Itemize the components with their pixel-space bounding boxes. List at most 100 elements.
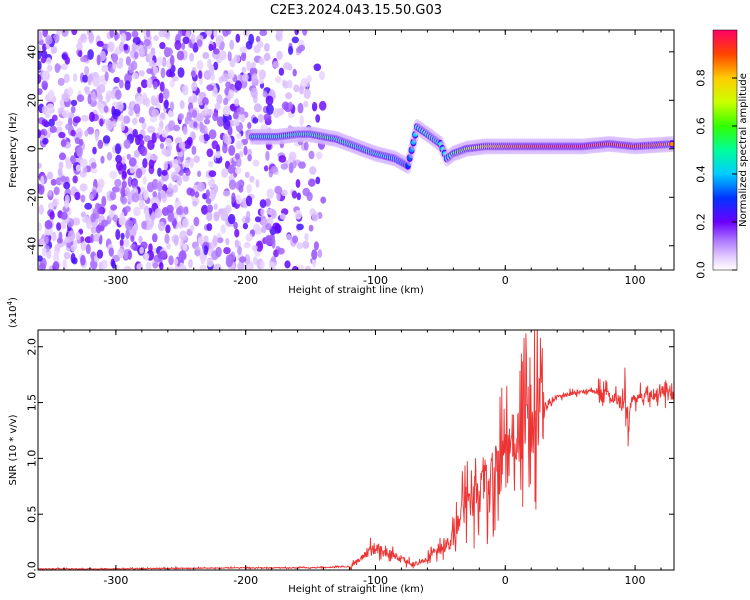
noise-cell bbox=[152, 191, 157, 198]
noise-cell bbox=[194, 245, 201, 257]
noise-cell bbox=[177, 30, 183, 38]
noise-cell bbox=[225, 204, 232, 214]
noise-cell bbox=[292, 160, 297, 169]
noise-cell bbox=[176, 207, 182, 216]
noise-cell bbox=[105, 119, 113, 131]
y-tick-label: 1.0 bbox=[26, 450, 39, 468]
noise-cell bbox=[168, 266, 174, 270]
noise-cell bbox=[115, 229, 121, 240]
noise-cell bbox=[139, 246, 145, 254]
noise-cell bbox=[259, 199, 267, 209]
noise-cell bbox=[296, 242, 304, 250]
noise-cell bbox=[101, 64, 109, 73]
noise-cell bbox=[46, 171, 54, 180]
noise-cell bbox=[92, 189, 97, 198]
noise-cell bbox=[143, 135, 151, 143]
noise-cell bbox=[299, 85, 304, 95]
colorbar-tick-label: 0.6 bbox=[695, 117, 708, 135]
noise-cell bbox=[117, 248, 124, 259]
noise-cell bbox=[165, 47, 174, 57]
noise-cell bbox=[147, 125, 156, 134]
noise-cell bbox=[213, 30, 218, 38]
noise-cell bbox=[54, 64, 62, 71]
noise-cell bbox=[38, 129, 42, 139]
noise-cell bbox=[62, 259, 67, 270]
noise-cell bbox=[291, 190, 298, 199]
noise-cell bbox=[247, 148, 253, 157]
noise-cell bbox=[207, 58, 212, 69]
noise-cell bbox=[41, 119, 48, 127]
noise-cell bbox=[91, 91, 96, 102]
noise-cell bbox=[138, 116, 145, 124]
noise-cell bbox=[38, 255, 43, 262]
noise-cell bbox=[249, 175, 255, 183]
noise-cell bbox=[133, 206, 141, 217]
noise-cell bbox=[169, 54, 175, 66]
noise-cell bbox=[86, 30, 93, 36]
noise-cell bbox=[280, 189, 288, 196]
noise-cell bbox=[178, 113, 184, 121]
noise-cell bbox=[304, 265, 311, 270]
noise-cell bbox=[298, 44, 306, 52]
snr-panel: -300 -200 -100 0 100 0.0 0.5 1.0 1.5 2.0 Height o… bbox=[6, 297, 675, 595]
noise-cell bbox=[138, 47, 146, 58]
noise-cell bbox=[293, 84, 300, 93]
noise-cell bbox=[127, 250, 133, 260]
noise-cell bbox=[61, 30, 69, 37]
noise-cell bbox=[225, 254, 232, 264]
noise-cell bbox=[147, 139, 155, 151]
noise-cell bbox=[246, 184, 252, 194]
noise-cell bbox=[48, 265, 53, 270]
noise-cell bbox=[309, 166, 317, 175]
noise-cell bbox=[275, 76, 282, 83]
noise-cell bbox=[241, 73, 249, 82]
noise-cell bbox=[246, 210, 251, 219]
noise-cell bbox=[126, 153, 131, 160]
noise-cell bbox=[101, 195, 107, 207]
noise-cell bbox=[70, 99, 78, 107]
noise-cell bbox=[228, 179, 237, 190]
noise-cell bbox=[308, 150, 315, 160]
noise-cell bbox=[58, 131, 66, 139]
noise-cell bbox=[196, 39, 203, 47]
noise-cell bbox=[315, 114, 321, 123]
noise-cell bbox=[57, 167, 63, 177]
noise-cell bbox=[276, 50, 283, 60]
noise-cell bbox=[153, 66, 159, 74]
noise-cell bbox=[173, 258, 179, 265]
noise-cell bbox=[144, 253, 149, 262]
noise-cell bbox=[90, 226, 97, 234]
noise-cell bbox=[90, 213, 96, 223]
noise-cell bbox=[288, 151, 297, 162]
noise-cell bbox=[303, 141, 309, 151]
noise-cell bbox=[132, 117, 138, 126]
noise-cell bbox=[216, 94, 223, 105]
noise-cell bbox=[60, 139, 67, 148]
noise-cell bbox=[181, 42, 186, 50]
noise-cell bbox=[229, 39, 235, 50]
noise-cell bbox=[40, 175, 45, 186]
noise-cell bbox=[157, 251, 162, 259]
noise-cell bbox=[272, 60, 279, 69]
noise-cell bbox=[193, 216, 200, 227]
noise-cell bbox=[234, 239, 239, 248]
noise-cell bbox=[260, 260, 265, 270]
noise-cell bbox=[129, 166, 135, 174]
noise-cell bbox=[80, 56, 88, 63]
colorbar-label: Normalized spectral amplitude bbox=[738, 73, 749, 227]
noise-cell bbox=[178, 250, 187, 261]
figure-title: C2E3.2024.043.15.50.G03 bbox=[270, 3, 442, 18]
noise-cell bbox=[231, 192, 236, 204]
noise-cell bbox=[215, 246, 222, 258]
noise-cell bbox=[315, 151, 323, 160]
noise-cell bbox=[85, 243, 91, 255]
noise-cell bbox=[112, 214, 119, 223]
noise-cell bbox=[98, 94, 103, 103]
noise-cell bbox=[87, 93, 92, 105]
noise-cell bbox=[141, 79, 148, 89]
noise-cell bbox=[189, 188, 195, 197]
noise-cell bbox=[164, 137, 173, 147]
noise-cell bbox=[38, 30, 43, 42]
noise-cell bbox=[70, 244, 76, 252]
noise-cell bbox=[42, 137, 49, 145]
